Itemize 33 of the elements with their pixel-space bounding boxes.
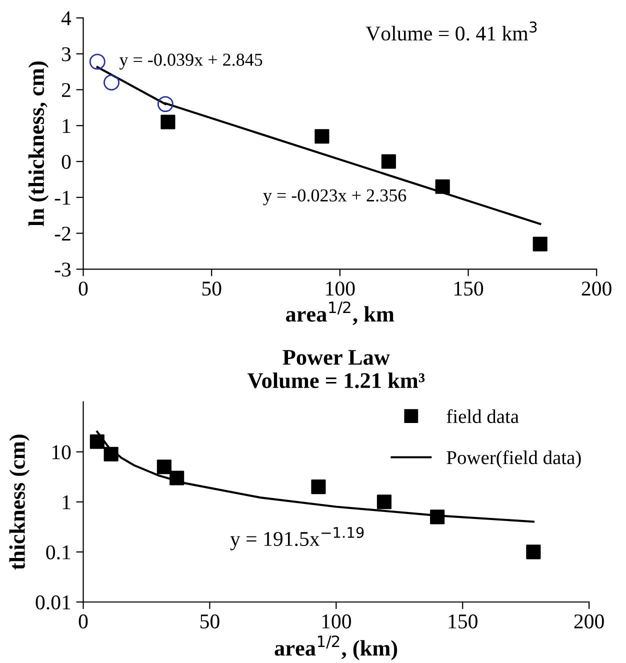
annotation: Volume = 0. 41 km$^{3}$ [366,22,537,41]
y-tick-label: -3 [54,262,71,277]
x-tick-label: 200 [574,614,604,628]
y-axis-title: ln (thickness, cm) [28,61,49,226]
y-tick-label: 0.1 [46,545,70,560]
x-tick-label: 150 [454,282,484,296]
x-tick-label: 150 [448,614,478,628]
x-tick-label: 0 [78,614,88,628]
legend-label: field data [446,409,519,424]
x-tick-label: 100 [326,282,355,296]
y-tick-label: 4 [61,11,72,26]
y-tick-label: 1 [62,495,70,510]
legend-label: Power(field data) [446,450,581,468]
annotation: y = 191.5x$^{−1.19}$ [230,526,364,550]
y-tick-label: 3 [62,47,71,62]
annotation: y = -0.039x + 2.845 [119,54,262,70]
x-tick-label: 50 [200,614,220,628]
x-axis-title: area$^{1/2}$, (km) [274,635,398,660]
annotation: y = -0.023x + 2.356 [263,189,406,206]
x-tick-label: 200 [582,282,612,296]
y-tick-label: 0 [62,154,71,169]
y-tick-label: -1 [54,190,70,205]
y-tick-label: -2 [54,226,70,241]
x-tick-label: 0 [78,282,88,296]
y-tick-label: 1 [62,119,70,133]
x-tick-label: 50 [202,282,222,296]
y-tick-label: 2 [62,83,70,97]
x-axis-title: area$^{1/2}$, km [286,301,394,325]
y-tick-label: 0.01 [36,595,70,610]
y-tick-label: 10 [52,445,71,460]
chart-title: Power Law Volume = 1.21 km³ [248,350,425,388]
x-tick-label: 100 [322,614,351,628]
y-axis-title: thickness (cm) [9,434,30,570]
